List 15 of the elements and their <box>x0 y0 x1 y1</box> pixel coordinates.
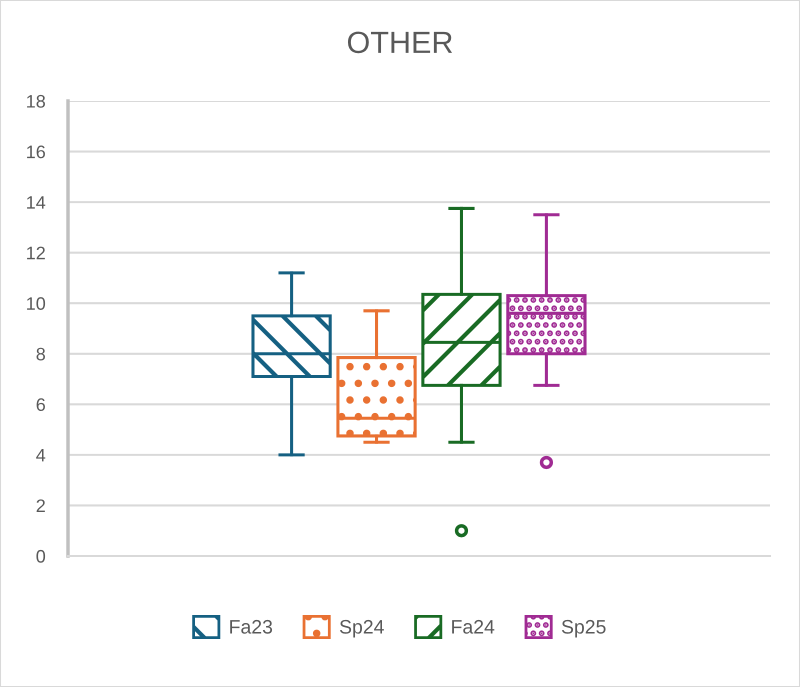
y-tick-label: 10 <box>27 297 46 310</box>
legend-label: Fa24 <box>452 620 494 634</box>
legend-label: Sp24 <box>340 620 384 638</box>
y-tick-label: 4 <box>36 449 46 462</box>
y-tick-label: 6 <box>36 398 45 412</box>
y-tick-label: 12 <box>27 246 45 260</box>
y-tick-label: 8 <box>36 348 45 360</box>
chart-title: OTHER <box>348 32 452 54</box>
y-tick-label: 16 <box>27 145 45 158</box>
y-tick-label: 2 <box>36 499 45 512</box>
y-tick-label: 18 <box>27 94 45 108</box>
legend-label: Sp25 <box>562 620 606 638</box>
y-tick-label: 0 <box>36 550 46 563</box>
legend-label: Fa23 <box>230 620 272 634</box>
y-tick-label: 14 <box>27 196 46 209</box>
